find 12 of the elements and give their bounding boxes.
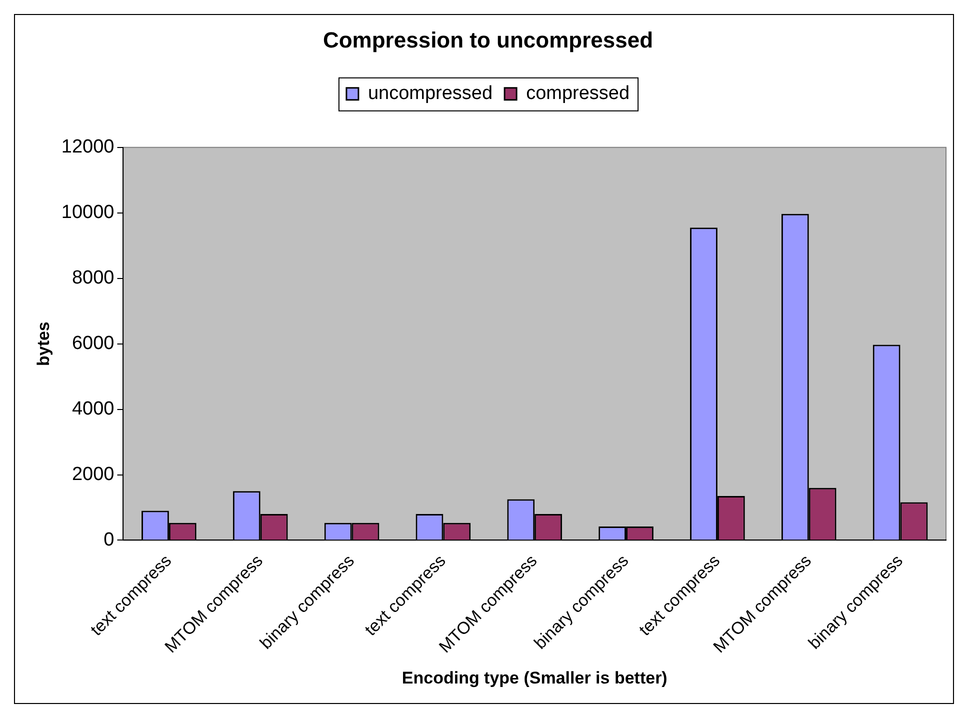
y-tick-label: 4000	[72, 398, 114, 420]
legend-label: compressed	[526, 83, 630, 104]
legend-label: uncompressed	[368, 83, 493, 104]
y-tick-label: 0	[104, 529, 114, 550]
y-tick-label: 12000	[61, 136, 114, 158]
y-tick-label: 8000	[72, 268, 114, 289]
y-tick-label: 6000	[72, 333, 114, 354]
y-axis-title: bytes	[34, 322, 53, 366]
y-tick-label: 2000	[72, 464, 114, 485]
y-tick-label: 10000	[61, 202, 114, 224]
chart-title: Compression to uncompressed	[322, 27, 654, 52]
x-axis-title: Encoding type (Smaller is better)	[402, 668, 668, 688]
